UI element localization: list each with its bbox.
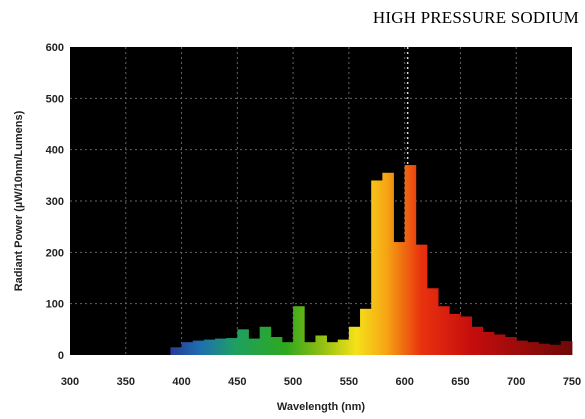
spectrum-bar bbox=[560, 341, 573, 355]
spectrum-bar bbox=[538, 343, 551, 355]
y-tick-label: 0 bbox=[58, 350, 64, 362]
spectrum-bar bbox=[215, 338, 227, 355]
spectrum-bar bbox=[505, 337, 517, 355]
spectrum-bar bbox=[438, 306, 450, 355]
spectrum-bar bbox=[248, 338, 261, 355]
spectrum-bar bbox=[449, 313, 461, 355]
x-axis-label: Wavelength (nm) bbox=[277, 401, 366, 413]
spectrum-bar bbox=[549, 344, 562, 355]
spectrum-bar bbox=[393, 242, 406, 355]
spectrum-bar bbox=[170, 347, 182, 355]
spectrum-bar bbox=[326, 342, 339, 355]
spectrum-bar bbox=[404, 165, 417, 355]
spectrum-bar bbox=[471, 326, 484, 355]
x-tick-label: 650 bbox=[451, 376, 469, 388]
spectrum-bar bbox=[293, 306, 305, 355]
x-tick-label: 550 bbox=[340, 376, 358, 388]
spectrum-bar bbox=[360, 308, 372, 355]
spectrum-bar bbox=[371, 180, 383, 355]
x-tick-label: 350 bbox=[117, 376, 135, 388]
x-tick-label: 500 bbox=[284, 376, 302, 388]
spectrum-bar bbox=[527, 342, 539, 355]
spectrum-bar bbox=[337, 339, 350, 355]
spectrum-bar bbox=[382, 172, 394, 355]
y-axis-label: Radiant Power (µW/10nm/Lumens) bbox=[13, 110, 25, 291]
x-tick-label: 450 bbox=[228, 376, 246, 388]
y-tick-label: 400 bbox=[46, 145, 64, 157]
x-tick-label: 300 bbox=[61, 376, 79, 388]
spectrum-bar bbox=[181, 342, 194, 355]
spectrum-bar bbox=[226, 338, 238, 355]
y-tick-label: 600 bbox=[46, 42, 64, 54]
spectrum-bar bbox=[304, 342, 316, 355]
spectrum-bar bbox=[348, 326, 361, 355]
y-axis-ticks: 0 100 200 300 400 500 600 bbox=[46, 42, 64, 362]
spectrum-bar bbox=[203, 339, 216, 355]
y-tick-label: 200 bbox=[46, 247, 64, 259]
x-axis-ticks: 300 350 400 450 500 550 600 650 700 750 bbox=[61, 376, 581, 388]
x-tick-label: 400 bbox=[172, 376, 190, 388]
spectrum-bar bbox=[281, 342, 294, 355]
x-tick-label: 700 bbox=[507, 376, 525, 388]
spectrum-bar bbox=[460, 316, 472, 355]
spectrum-bar bbox=[482, 331, 495, 355]
spectrum-bar bbox=[237, 329, 249, 355]
y-tick-label: 500 bbox=[46, 93, 64, 105]
spectrum-bar bbox=[516, 340, 528, 355]
y-tick-label: 300 bbox=[46, 196, 64, 208]
x-tick-label: 600 bbox=[395, 376, 413, 388]
spectrum-bar bbox=[493, 334, 506, 355]
spectrum-bar bbox=[315, 335, 327, 355]
spectrum-bars bbox=[170, 165, 573, 355]
spectrum-bar bbox=[426, 288, 439, 355]
chart-title: HIGH PRESSURE SODIUM bbox=[372, 8, 579, 27]
spectrum-bar bbox=[270, 337, 283, 355]
spectrum-bar bbox=[259, 326, 272, 355]
spectrum-bar bbox=[192, 340, 205, 355]
x-tick-label: 750 bbox=[563, 376, 581, 388]
spectrum-bar bbox=[415, 244, 428, 355]
y-tick-label: 100 bbox=[46, 299, 64, 311]
